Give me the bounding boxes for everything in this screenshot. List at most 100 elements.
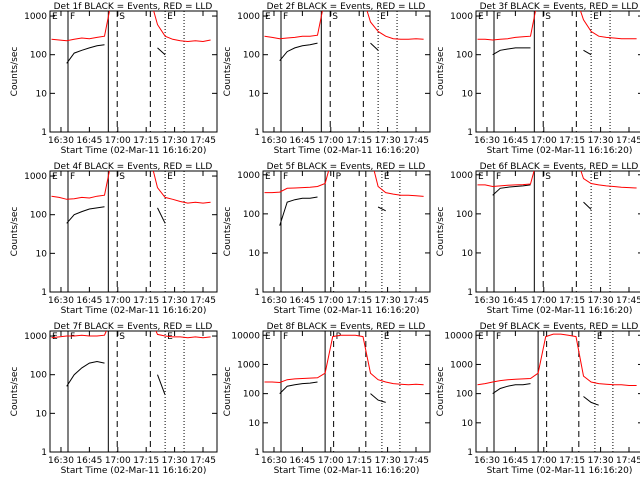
y-tick-label: 10 <box>462 419 474 429</box>
series-line <box>66 206 166 224</box>
series-line <box>492 184 592 210</box>
series-line <box>51 11 211 43</box>
y-tick-label: 100 <box>30 211 47 221</box>
x-tick-label: 16:45 <box>289 296 315 306</box>
plot-frame <box>262 170 431 293</box>
plot-frame <box>262 10 431 133</box>
y-tick-label: 1000 <box>237 12 260 22</box>
x-axis-label: Start Time (02-Mar-11 16:16:20) <box>274 466 420 476</box>
series-line <box>279 42 379 62</box>
event-label: F <box>496 172 501 182</box>
y-tick-label: 1000 <box>450 171 473 181</box>
event-label: S <box>545 172 551 182</box>
plot-frame <box>475 330 640 453</box>
panel: Det 6f BLACK = Events, RED = LLD 1 10 100 10… <box>436 162 640 316</box>
series-line <box>477 171 637 189</box>
x-tick-label: 16:30 <box>261 136 287 146</box>
y-tick-label: 1 <box>254 288 260 298</box>
y-tick-label: 100 <box>243 210 260 220</box>
x-axis-label: Start Time (02-Mar-11 16:16:20) <box>61 466 207 476</box>
y-tick-label: 10 <box>36 89 48 99</box>
panel-title: Det 2f BLACK = Events, RED = LLD <box>267 2 426 12</box>
panel: Det 5f BLACK = Events, RED = LLD 1 10 100 10… <box>223 162 431 316</box>
x-tick-label: 16:45 <box>289 456 315 466</box>
event-label: P <box>336 332 342 342</box>
y-tick-label: 10 <box>249 89 261 99</box>
y-axis-label: Counts/sec <box>436 367 446 417</box>
y-axis-label: Counts/sec <box>223 367 233 417</box>
x-tick-label: 17:15 <box>133 456 159 466</box>
y-tick-label: 10 <box>462 249 474 259</box>
x-tick-label: 17:00 <box>318 296 344 306</box>
y-tick-label: 1 <box>467 288 473 298</box>
y-tick-label: 1 <box>41 448 47 458</box>
y-tick-label: 1000 <box>24 332 47 342</box>
series-line <box>492 47 592 56</box>
x-tick-label: 17:00 <box>105 456 131 466</box>
x-tick-label: 16:30 <box>261 456 287 466</box>
event-label: E <box>52 12 58 22</box>
x-tick-label: 17:30 <box>162 456 188 466</box>
x-tick-label: 17:30 <box>375 456 401 466</box>
y-tick-label: 100 <box>30 371 47 381</box>
x-axis-label: Start Time (02-Mar-11 16:16:20) <box>487 306 633 316</box>
y-tick-label: 10 <box>36 249 48 259</box>
plot-lines <box>477 11 637 56</box>
x-tick-label: 17:45 <box>616 296 640 306</box>
y-tick-label: 1 <box>254 128 260 138</box>
x-tick-label: 16:45 <box>76 456 102 466</box>
y-tick-label: 10 <box>249 249 261 259</box>
event-label: E <box>380 12 386 22</box>
series-line <box>66 360 166 396</box>
y-tick-label: 100 <box>30 51 47 61</box>
x-tick-label: 17:45 <box>616 456 640 466</box>
y-tick-label: 1 <box>41 128 47 138</box>
x-tick-label: 16:45 <box>289 136 315 146</box>
event-label: E <box>167 12 173 22</box>
event-label: F <box>283 332 288 342</box>
panel: Det 4f BLACK = Events, RED = LLD 1 10 100 10… <box>10 162 218 316</box>
plot-lines <box>51 11 211 64</box>
x-tick-label: 17:00 <box>318 136 344 146</box>
plot-frame <box>475 10 640 133</box>
plot-frame <box>49 170 218 293</box>
x-tick-label: 17:15 <box>559 136 585 146</box>
x-axis-label: Start Time (02-Mar-11 16:16:20) <box>487 466 633 476</box>
plot-lines <box>264 334 424 403</box>
event-label: E <box>167 172 173 182</box>
series-line <box>264 11 424 40</box>
y-tick-label: 1000 <box>237 360 260 370</box>
y-tick-label: 10000 <box>444 331 473 341</box>
x-tick-label: 17:45 <box>190 136 216 146</box>
plot-frame <box>49 330 218 453</box>
plot-lines <box>51 171 211 224</box>
y-axis-label: Counts/sec <box>223 207 233 257</box>
plot-frame <box>49 10 218 133</box>
y-tick-label: 100 <box>243 51 260 61</box>
x-tick-label: 17:00 <box>531 456 557 466</box>
event-label: E <box>384 332 390 342</box>
y-axis-label: Counts/sec <box>10 47 20 97</box>
plot-frame <box>475 170 640 293</box>
x-tick-label: 16:45 <box>502 136 528 146</box>
y-tick-label: 1000 <box>24 12 47 22</box>
x-axis-label: Start Time (02-Mar-11 16:16:20) <box>274 146 420 156</box>
x-axis-label: Start Time (02-Mar-11 16:16:20) <box>61 146 207 156</box>
series-line <box>51 331 211 339</box>
y-tick-label: 1000 <box>24 172 47 182</box>
plot-lines <box>477 171 637 210</box>
series-line <box>51 171 211 204</box>
panel-title: Det 4f BLACK = Events, RED = LLD <box>54 162 213 172</box>
panel: Det 1f BLACK = Events, RED = LLD 1 10 100 10… <box>10 2 218 156</box>
x-tick-label: 17:30 <box>588 296 614 306</box>
event-label: E <box>478 172 484 182</box>
event-label: E <box>265 12 271 22</box>
event-label: P <box>336 172 342 182</box>
x-tick-label: 17:15 <box>346 456 372 466</box>
x-tick-label: 17:15 <box>133 136 159 146</box>
x-axis-label: Start Time (02-Mar-11 16:16:20) <box>487 146 633 156</box>
x-tick-label: 17:30 <box>375 136 401 146</box>
y-tick-label: 10000 <box>231 331 260 341</box>
event-label: E <box>478 12 484 22</box>
event-label: E <box>265 332 271 342</box>
